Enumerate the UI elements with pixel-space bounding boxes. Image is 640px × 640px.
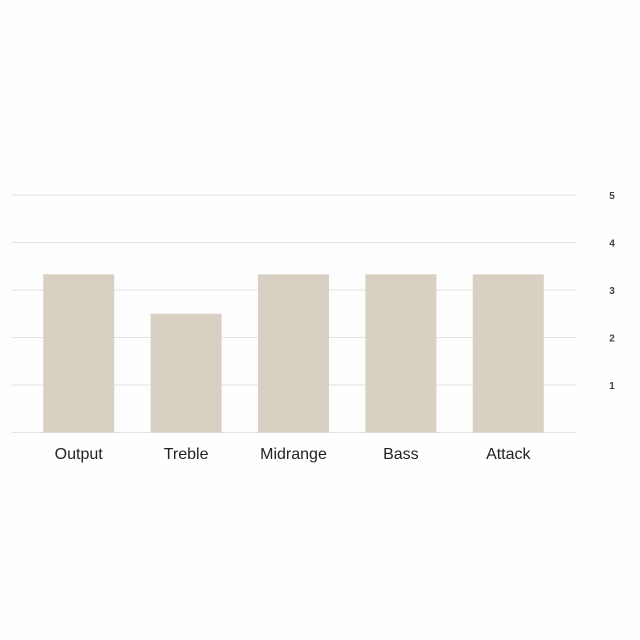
y-tick-label: 5 <box>609 191 615 202</box>
y-tick-label: 1 <box>609 381 615 392</box>
bar-bass <box>365 274 437 433</box>
y-tick-label: 4 <box>609 239 615 250</box>
x-tick-label: Midrange <box>260 446 327 463</box>
x-tick-label: Bass <box>383 446 419 463</box>
y-tick-label: 2 <box>609 334 615 345</box>
x-tick-label: Output <box>55 446 104 463</box>
x-tick-label: Attack <box>486 446 531 463</box>
x-tick-label: Treble <box>164 446 209 463</box>
bar-midrange <box>258 274 329 433</box>
bar-treble <box>150 313 222 433</box>
bar-attack <box>472 274 544 433</box>
y-tick-label: 3 <box>609 286 615 297</box>
bar-output <box>43 274 115 433</box>
